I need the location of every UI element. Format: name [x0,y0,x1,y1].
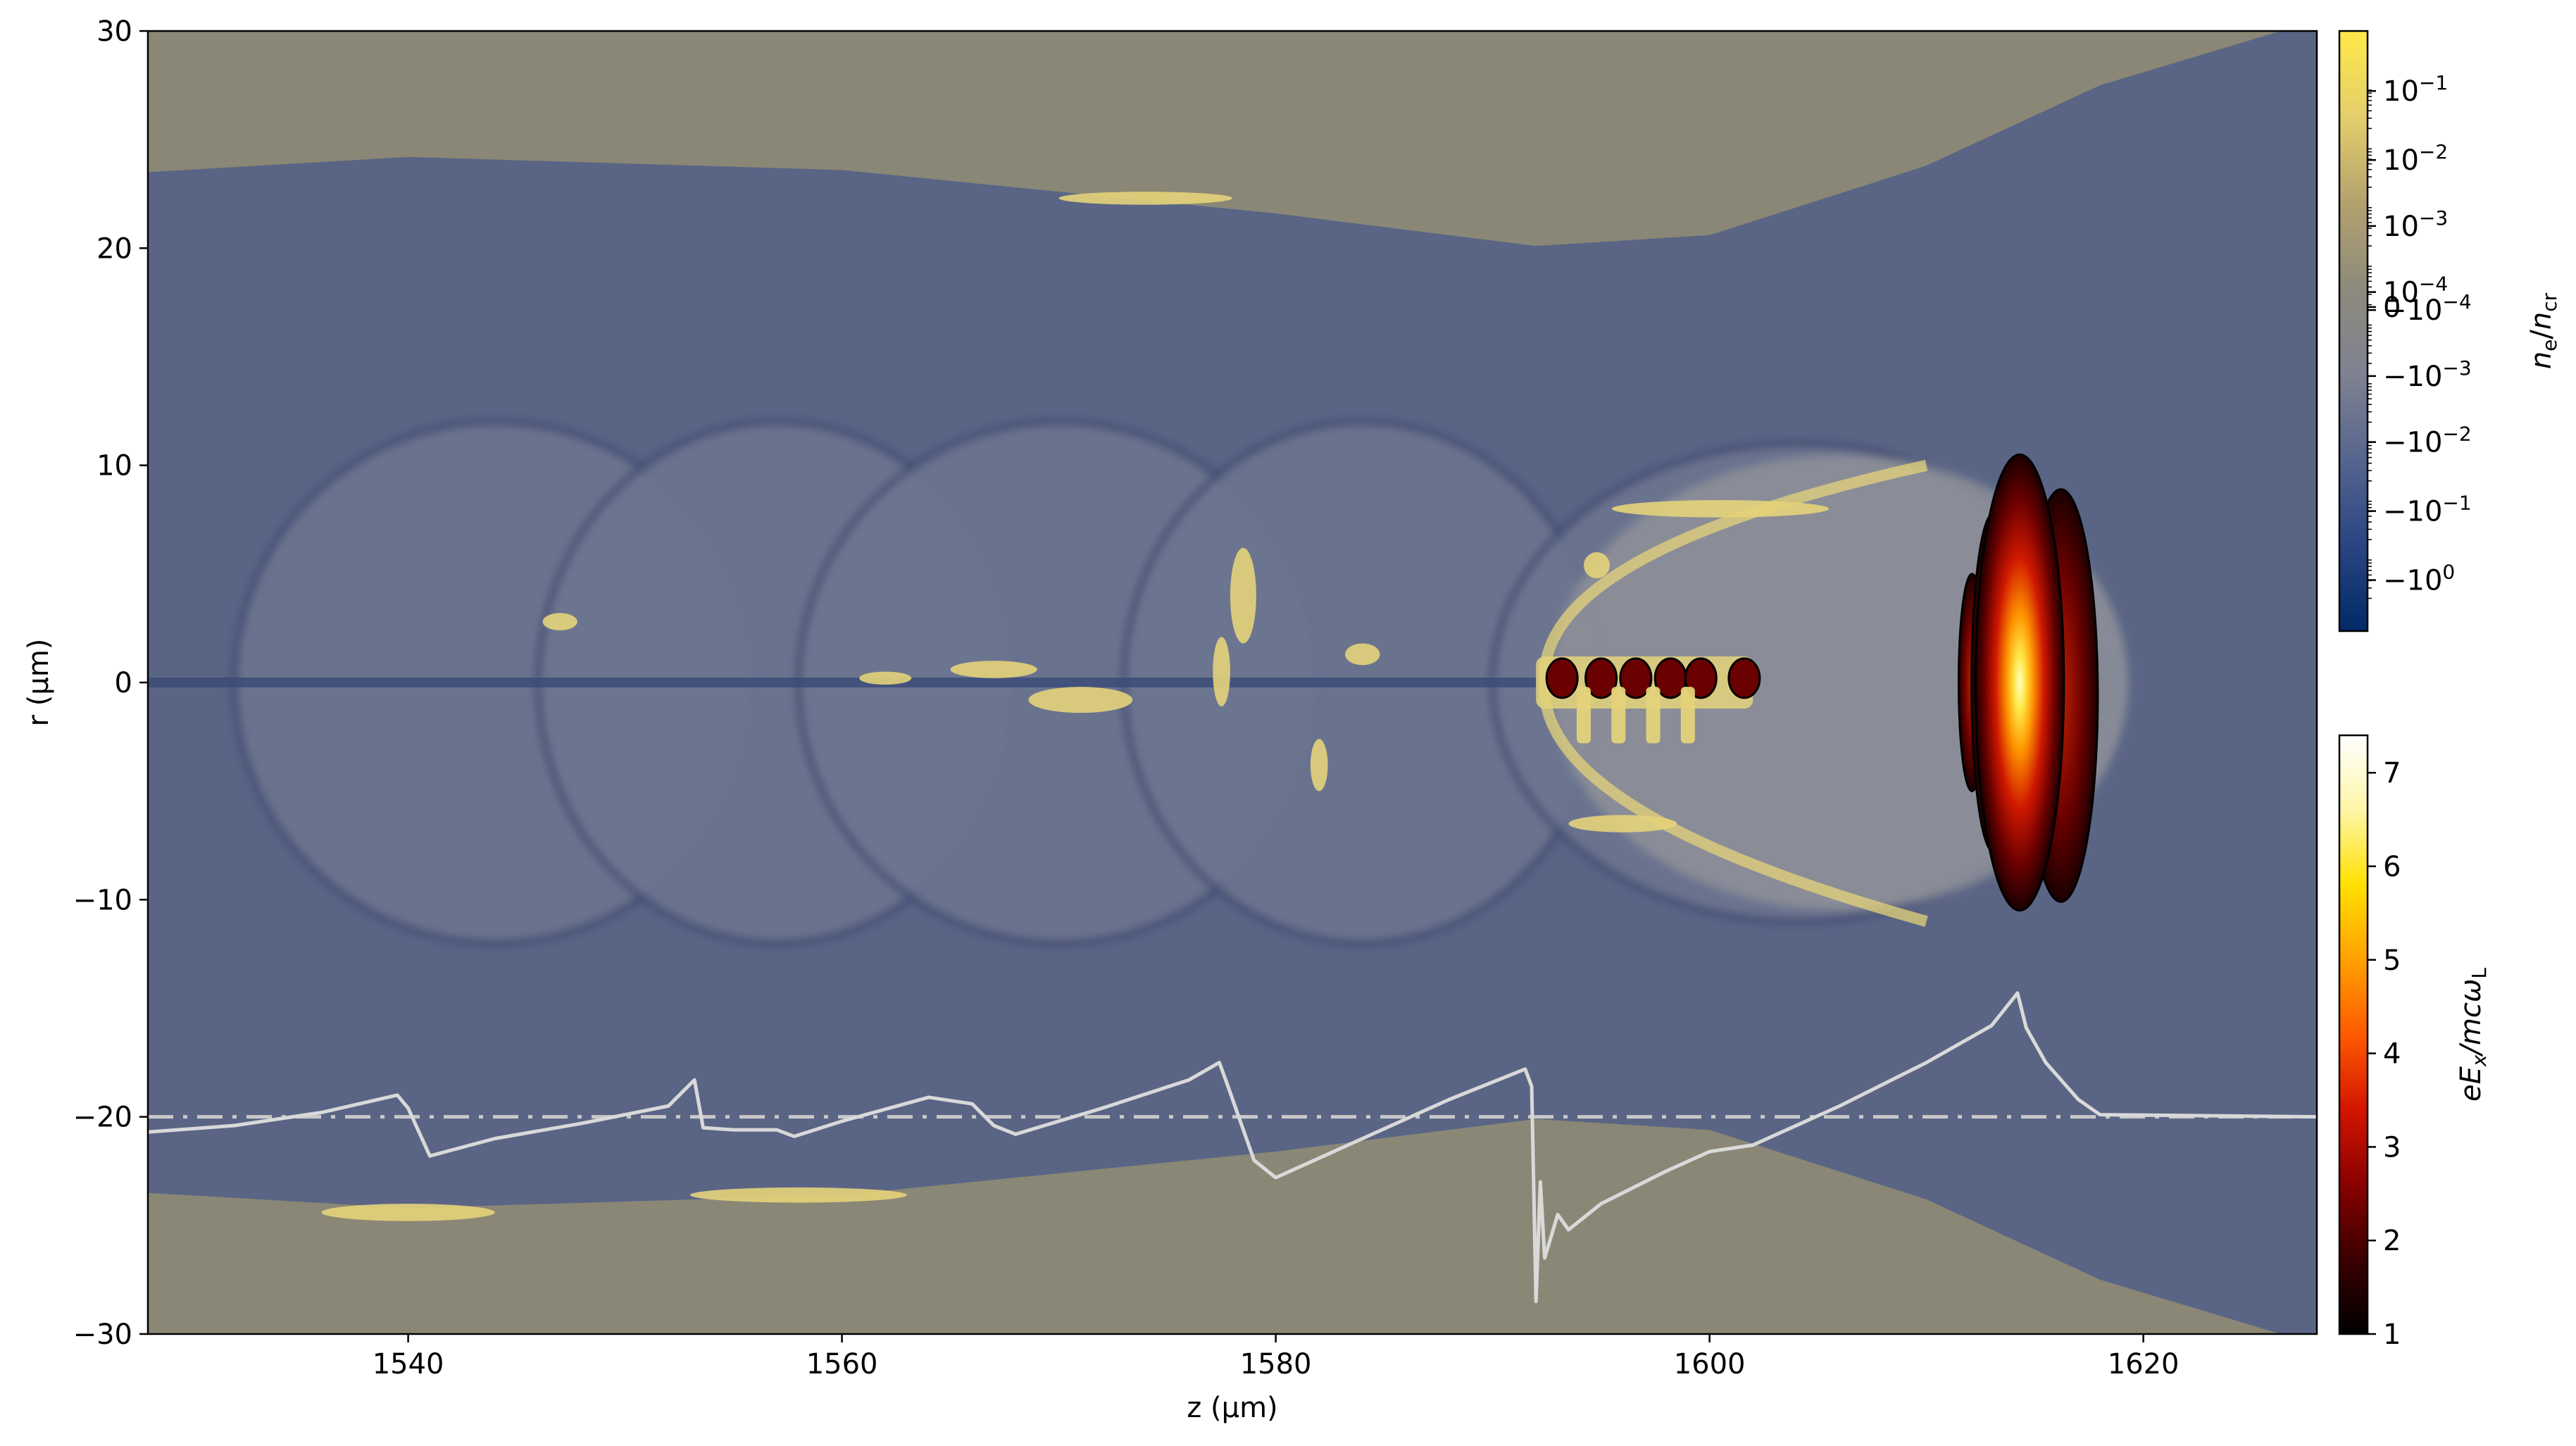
x-tick-label-0: 1540 [373,1348,444,1380]
y-axis-ticks: −30 −20 −10 0 10 20 30 [73,15,148,1351]
density-tick-label-3: 10−4 [2383,273,2448,309]
y-tick-label-0: −30 [73,1319,132,1351]
bunch-tail-3 [1646,687,1661,744]
dense-patch-9 [1583,552,1610,578]
field-colorbar: 1 2 3 4 5 6 7 eEx/mcωL [2338,734,2491,1351]
field-tick-label-2: 3 [2383,1131,2401,1164]
y-tick-label-2: −10 [73,884,132,916]
density-tick-label-7: −10−2 [2383,423,2472,459]
dense-patch-5 [950,661,1037,678]
bunch-tail-1 [1576,687,1591,744]
x-tick-label-1: 1560 [806,1348,878,1380]
y-tick-label-3: 0 [115,667,132,699]
density-colorbar-gradient [2339,31,2368,631]
bunch-tail-2 [1611,687,1626,744]
density-tick-label-1: 10−2 [2383,140,2448,177]
bunch-tail-4 [1680,687,1695,744]
dense-patch-13 [690,1187,907,1203]
dense-patch-8 [859,671,912,685]
field-colorbar-ticks: 1 2 3 4 5 6 7 [2368,757,2401,1351]
laser-pulse [1957,453,2099,912]
x-tick-label-3: 1600 [1674,1348,1746,1380]
density-tick-label-2: 10−3 [2383,206,2448,243]
y-axis-label: r (μm) [23,639,55,727]
field-tick-label-3: 4 [2383,1038,2401,1071]
y-tick-label-4: 10 [96,450,132,482]
dense-patch-3 [1310,739,1328,792]
field-tick-label-4: 5 [2383,945,2401,977]
dense-electron-patches [321,192,1928,1221]
field-tick-label-5: 6 [2383,851,2401,883]
density-tick-label-6: −10−3 [2383,356,2472,393]
density-tick-label-8: −10−1 [2383,492,2472,528]
dense-patch-2 [1213,637,1230,706]
y-tick-label-5: 20 [96,232,132,265]
density-colorbar: 10−1 10−2 10−3 10−40−10−4 −10−3 −10−2 −10−1 −10… [2338,30,2561,632]
density-colorbar-ticks: 10−1 10−2 10−3 10−40−10−4 −10−3 −10−2 −10−1 −10… [2368,71,2472,599]
dense-patch-6 [1345,643,1380,666]
dense-patch-12 [321,1204,495,1221]
y-tick-label-1: −20 [73,1102,132,1134]
bunch-slice-6 [1727,657,1761,699]
laser-core [1974,453,2065,912]
main-plot: 1540 1560 1580 1600 1620 −30 −20 −10 0 10 20 30 z … [23,15,2318,1424]
dense-patch-14 [1058,192,1233,205]
field-lineout-curve [148,991,2317,1304]
field-tick-label-1: 2 [2383,1225,2401,1257]
bunch-slice-1 [1545,657,1579,699]
density-tick-label-0: 10−1 [2383,71,2448,108]
x-tick-label-2: 1580 [1240,1348,1312,1380]
density-tick-label-5: −10−4 [2383,290,2472,327]
field-tick-label-6: 7 [2383,757,2401,790]
dense-patch-7 [542,613,577,631]
density-colorbar-label: ne/ncr [2525,292,2561,369]
y-tick-label-6: 30 [96,15,132,48]
dense-patch-1 [1230,547,1256,644]
density-tick-label-9: −100 [2383,561,2455,597]
field-colorbar-frame [2338,734,2369,1335]
bunch-slice-3 [1619,657,1653,699]
trapped-electron-bunch [1536,656,1761,744]
field-colorbar-label: eEx/mcωL [2455,968,2491,1102]
bunch-slice-2 [1584,657,1618,699]
x-axis-label: z (μm) [1187,1392,1277,1424]
density-tick-label-4: 0 [2383,292,2401,324]
field-tick-label-0: 1 [2383,1319,2401,1351]
x-tick-label-4: 1620 [2108,1348,2180,1380]
dense-patch-4 [1028,687,1133,713]
x-axis-ticks: 1540 1560 1580 1600 1620 [373,1334,2180,1380]
field-colorbar-gradient [2339,735,2368,1334]
